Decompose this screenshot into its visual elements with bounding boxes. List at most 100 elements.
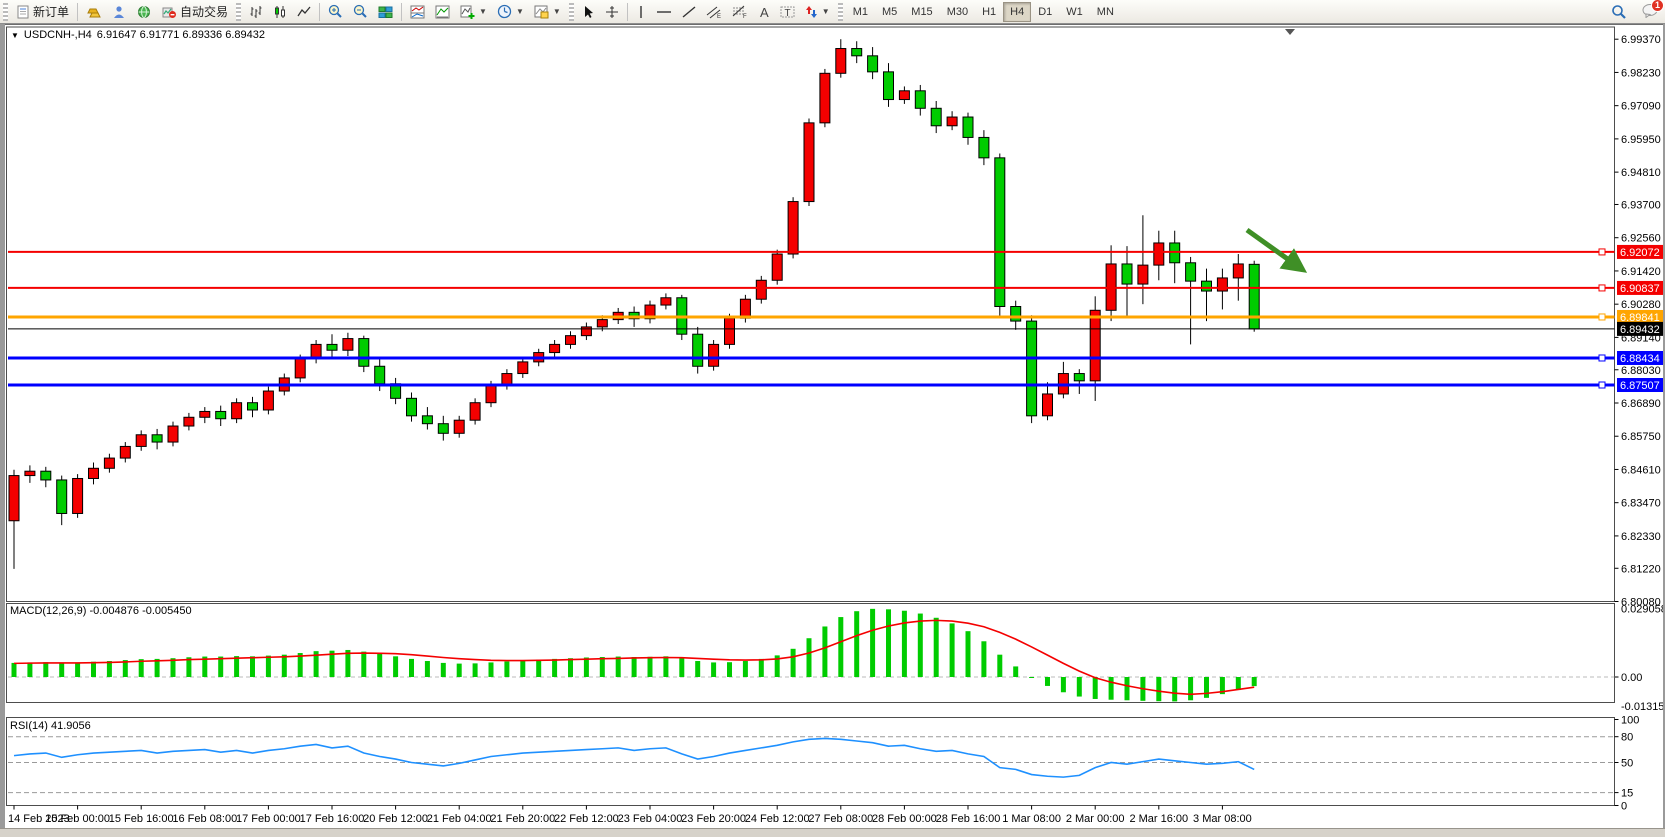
trendline-button[interactable] xyxy=(677,1,701,23)
zoom-in-button[interactable] xyxy=(323,1,348,23)
rsi-indicator-label: RSI(14) 41.9056 xyxy=(10,720,91,732)
toolbar-grip[interactable] xyxy=(837,2,843,21)
svg-text:6.89841: 6.89841 xyxy=(1620,312,1660,324)
svg-text:0: 0 xyxy=(1621,801,1627,813)
add-indicator-button[interactable]: ▼ xyxy=(455,1,492,23)
svg-text:17 Feb 00:00: 17 Feb 00:00 xyxy=(236,813,301,825)
search-button[interactable] xyxy=(1606,1,1632,23)
auto-trading-label: 自动交易 xyxy=(180,5,229,19)
line-chart-button[interactable] xyxy=(292,1,316,23)
notifications-button[interactable]: 1 xyxy=(1642,0,1664,21)
indicator-window-icon xyxy=(410,5,425,18)
svg-text:6.81220: 6.81220 xyxy=(1621,563,1661,575)
chart-title: ▼ USDCNH-,H4 6.91647 6.91771 6.89336 6.8… xyxy=(11,29,265,41)
svg-text:T: T xyxy=(784,8,790,19)
bar-chart-button[interactable] xyxy=(244,1,268,23)
data-window-button[interactable] xyxy=(107,1,132,23)
market-signal-button[interactable] xyxy=(132,1,157,23)
arrows-button[interactable]: ▼ xyxy=(800,1,835,23)
chevron-down-icon: ▼ xyxy=(515,7,524,16)
tf-m30-button[interactable]: M30 xyxy=(946,5,969,18)
tile-windows-icon xyxy=(378,6,393,18)
toolbar-grip[interactable] xyxy=(236,2,242,21)
auto-trading-button[interactable]: 自动交易 xyxy=(157,1,233,23)
template-button[interactable]: ▼ xyxy=(529,1,566,23)
arrows-shapes-icon xyxy=(805,5,817,18)
new-order-button[interactable]: 新订单 xyxy=(11,1,74,23)
chart-ohlc-values: 6.91647 6.91771 6.89336 6.89432 xyxy=(96,29,265,41)
chart-window[interactable]: 6.92072 6.90837 6.89841 6.89432 6.88434 6.875… xyxy=(5,24,1665,828)
tf-h4-button[interactable]: H4 xyxy=(1003,1,1032,22)
toolbar-grip[interactable] xyxy=(568,2,574,21)
svg-text:6.90837: 6.90837 xyxy=(1620,283,1660,295)
svg-text:23 Feb 20:00: 23 Feb 20:00 xyxy=(681,813,746,825)
svg-text:6.82330: 6.82330 xyxy=(1621,531,1661,543)
horizontal-line-button[interactable] xyxy=(651,1,677,23)
svg-text:6.90280: 6.90280 xyxy=(1621,299,1661,311)
vertical-line-button[interactable] xyxy=(631,1,651,23)
svg-text:6.99370: 6.99370 xyxy=(1621,34,1661,46)
indicator-list-icon xyxy=(435,5,450,18)
cursor-icon xyxy=(584,5,593,18)
tf-mn-button[interactable]: MN xyxy=(1096,5,1114,18)
crosshair-button[interactable] xyxy=(600,1,624,23)
zoom-out-button[interactable] xyxy=(348,1,373,23)
profile-icon xyxy=(114,5,125,18)
candlestick-chart-icon xyxy=(275,5,286,18)
svg-text:6.80080: 6.80080 xyxy=(1621,597,1661,609)
indicator-list-button[interactable] xyxy=(430,1,455,23)
line-chart-icon xyxy=(297,6,311,16)
gold-ingot-icon xyxy=(87,8,101,17)
svg-text:6.87507: 6.87507 xyxy=(1620,380,1660,392)
period-button[interactable]: ▼ xyxy=(492,1,529,23)
svg-text:15: 15 xyxy=(1621,788,1633,800)
svg-text:16 Feb 08:00: 16 Feb 08:00 xyxy=(172,813,237,825)
svg-text:6.89432: 6.89432 xyxy=(1620,324,1660,336)
separator xyxy=(319,2,321,21)
chart-symbol-period: USDCNH-,H4 xyxy=(23,29,92,41)
svg-text:14 Feb 2023: 14 Feb 2023 xyxy=(8,813,70,825)
svg-text:6.97090: 6.97090 xyxy=(1621,101,1661,113)
channel-icon: E xyxy=(706,6,721,19)
tf-h1-button[interactable]: H1 xyxy=(982,5,997,18)
candlestick-chart-button[interactable] xyxy=(268,1,292,23)
chevron-down-icon: ▼ xyxy=(479,7,487,16)
auto-trading-icon xyxy=(162,7,177,18)
market-watch-button[interactable] xyxy=(81,1,107,23)
fibonacci-button[interactable]: F xyxy=(727,1,753,23)
svg-text:6.91420: 6.91420 xyxy=(1621,266,1661,278)
search-icon xyxy=(1612,4,1626,19)
svg-text:15 Feb 00:00: 15 Feb 00:00 xyxy=(45,813,110,825)
fibonacci-icon: F xyxy=(732,5,747,19)
tf-w1-button[interactable]: W1 xyxy=(1066,5,1083,18)
tf-d1-button[interactable]: D1 xyxy=(1038,5,1053,18)
svg-text:6.88030: 6.88030 xyxy=(1621,365,1661,377)
cursor-button[interactable] xyxy=(577,1,600,23)
vertical-line-icon xyxy=(640,5,642,18)
text-label-button[interactable]: T xyxy=(775,1,800,23)
bar-chart-icon xyxy=(250,5,262,18)
chevron-down-icon: ▼ xyxy=(821,7,830,16)
signal-globe-icon xyxy=(138,5,151,18)
toolbar-grip[interactable] xyxy=(3,2,8,21)
tf-m15-button[interactable]: M15 xyxy=(911,5,933,18)
indicator-window-button[interactable] xyxy=(405,1,430,23)
svg-text:6.95950: 6.95950 xyxy=(1621,134,1661,146)
svg-text:2 Mar 16:00: 2 Mar 16:00 xyxy=(1129,813,1188,825)
svg-text:80: 80 xyxy=(1621,732,1633,744)
equidistant-channel-button[interactable]: E xyxy=(701,1,727,23)
text-icon: A xyxy=(760,5,769,19)
tf-m1-button[interactable]: M1 xyxy=(852,5,868,18)
svg-text:2 Mar 00:00: 2 Mar 00:00 xyxy=(1066,813,1125,825)
tf-m5-button[interactable]: M5 xyxy=(882,5,898,18)
svg-text:6.84610: 6.84610 xyxy=(1621,464,1661,476)
text-button[interactable]: A xyxy=(753,1,775,23)
svg-text:6.83470: 6.83470 xyxy=(1621,498,1661,510)
svg-text:17 Feb 16:00: 17 Feb 16:00 xyxy=(300,813,365,825)
tile-windows-button[interactable] xyxy=(373,1,398,23)
svg-text:100: 100 xyxy=(1621,715,1639,727)
svg-text:6.92560: 6.92560 xyxy=(1621,233,1661,245)
new-order-icon xyxy=(17,5,29,18)
chart-menu-triangle-icon[interactable]: ▼ xyxy=(11,30,19,40)
